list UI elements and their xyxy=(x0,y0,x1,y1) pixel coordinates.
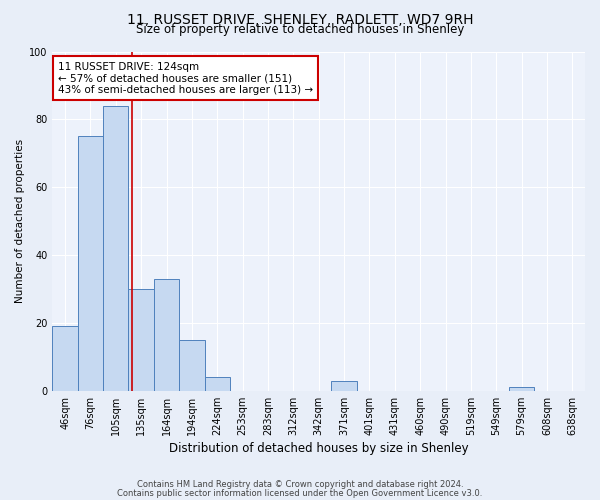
Bar xyxy=(128,289,154,391)
Y-axis label: Number of detached properties: Number of detached properties xyxy=(15,139,25,303)
Bar xyxy=(78,136,103,391)
X-axis label: Distribution of detached houses by size in Shenley: Distribution of detached houses by size … xyxy=(169,442,469,455)
Bar xyxy=(179,340,205,391)
Text: Contains HM Land Registry data © Crown copyright and database right 2024.: Contains HM Land Registry data © Crown c… xyxy=(137,480,463,489)
Bar xyxy=(52,326,78,391)
Text: 11 RUSSET DRIVE: 124sqm
← 57% of detached houses are smaller (151)
43% of semi-d: 11 RUSSET DRIVE: 124sqm ← 57% of detache… xyxy=(58,62,313,95)
Bar xyxy=(205,377,230,391)
Text: Size of property relative to detached houses in Shenley: Size of property relative to detached ho… xyxy=(136,22,464,36)
Text: 11, RUSSET DRIVE, SHENLEY, RADLETT, WD7 9RH: 11, RUSSET DRIVE, SHENLEY, RADLETT, WD7 … xyxy=(127,12,473,26)
Bar xyxy=(509,388,534,391)
Bar xyxy=(154,279,179,391)
Bar xyxy=(103,106,128,391)
Bar xyxy=(331,380,357,391)
Text: Contains public sector information licensed under the Open Government Licence v3: Contains public sector information licen… xyxy=(118,488,482,498)
